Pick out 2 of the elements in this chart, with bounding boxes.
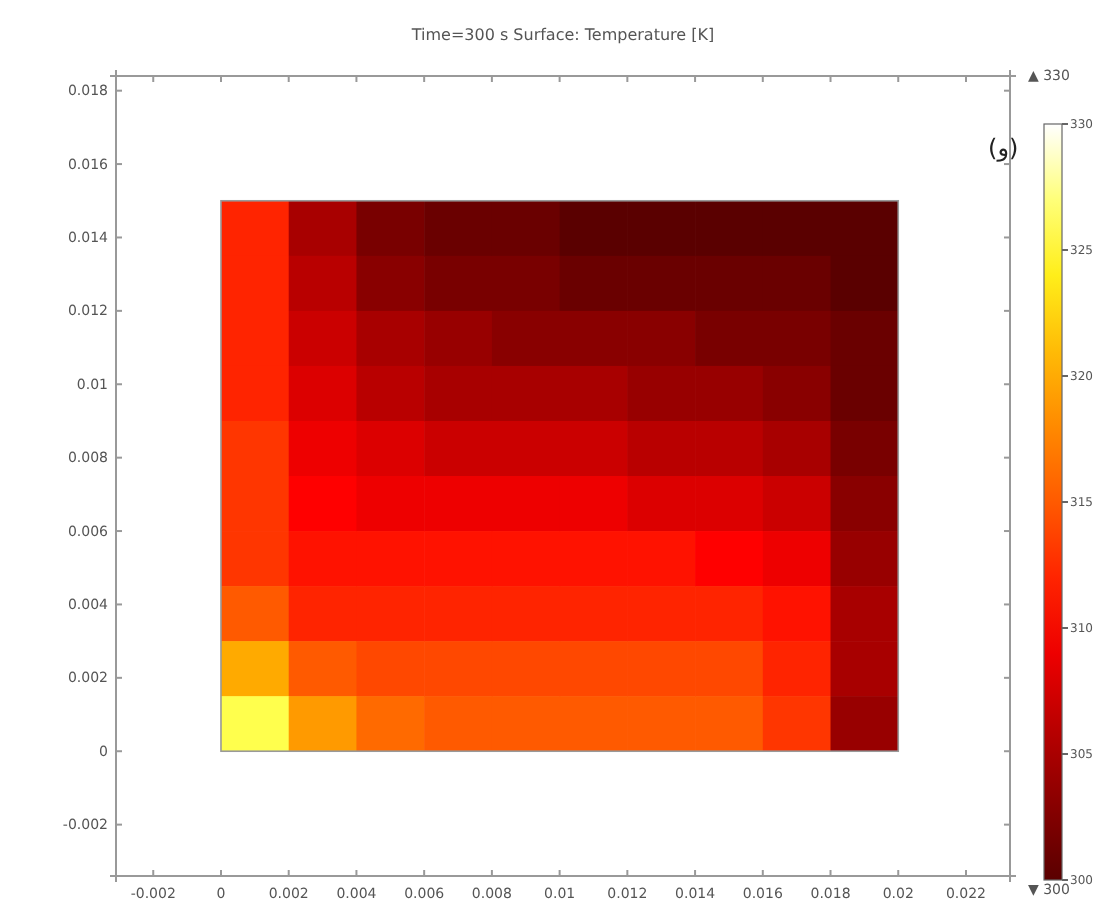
annotation: (و)	[988, 134, 1019, 162]
chart-title: Time=300 s Surface: Temperature [K]	[409, 26, 715, 44]
